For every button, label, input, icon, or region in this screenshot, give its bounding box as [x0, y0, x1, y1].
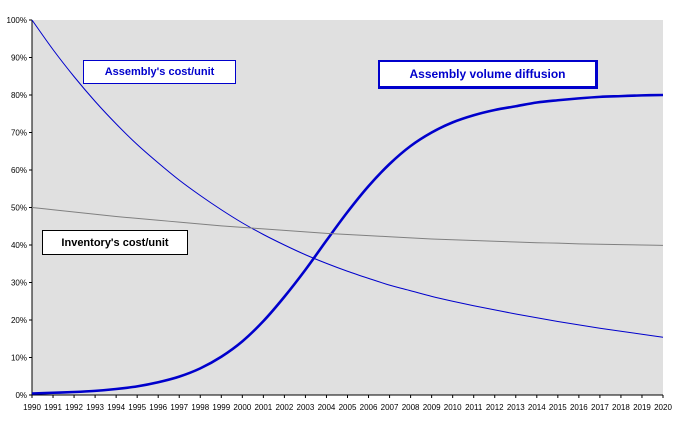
series-line-inventory-s-cost-unit — [31, 207, 664, 246]
x-tick-label: 2003 — [297, 403, 315, 412]
y-tick-label: 90% — [11, 54, 27, 63]
x-tick-label: 1999 — [212, 403, 230, 412]
x-tick-label: 1990 — [23, 403, 41, 412]
y-tick-label: 0% — [15, 391, 27, 400]
x-tick-label: 2009 — [423, 403, 441, 412]
x-tick-label: 2012 — [486, 403, 504, 412]
y-tick-label: 10% — [11, 354, 27, 363]
x-tick-label: 2016 — [570, 403, 588, 412]
series-line-assembly-volume-diffusion — [31, 93, 664, 395]
x-tick-label: 1991 — [44, 403, 62, 412]
x-tick-label: 1996 — [149, 403, 167, 412]
x-tick-label: 2006 — [360, 403, 378, 412]
x-tick-label: 1994 — [107, 403, 125, 412]
inventory-cost-label: Inventory's cost/unit — [42, 230, 188, 255]
x-tick-label: 2000 — [233, 403, 251, 412]
x-tick-label: 1995 — [128, 403, 146, 412]
y-tick-label: 30% — [11, 279, 27, 288]
x-tick-label: 2008 — [402, 403, 420, 412]
x-tick-label: 1998 — [191, 403, 209, 412]
x-tick-label: 2005 — [339, 403, 357, 412]
y-tick-label: 100% — [7, 16, 27, 25]
y-tick-label: 70% — [11, 129, 27, 138]
x-tick-label: 2002 — [276, 403, 294, 412]
x-tick-label: 2015 — [549, 403, 567, 412]
x-tick-label: 2020 — [654, 403, 672, 412]
y-tick-label: 20% — [11, 316, 27, 325]
y-tick-label: 50% — [11, 204, 27, 213]
assembly-cost-label: Assembly's cost/unit — [83, 60, 236, 84]
x-tick-label: 2019 — [633, 403, 651, 412]
x-tick-label: 2018 — [612, 403, 630, 412]
x-tick-label: 1997 — [170, 403, 188, 412]
x-tick-label: 2007 — [381, 403, 399, 412]
x-tick-label: 2011 — [465, 403, 483, 412]
diffusion-label: Assembly volume diffusion — [378, 60, 598, 89]
y-axis: 0% 10% 20% 30% 40% 50% 60% 70% 80% 90% 100% — [7, 16, 33, 400]
series-line-assembly-s-cost-unit — [31, 19, 664, 338]
series-layer — [31, 19, 664, 395]
x-tick-label: 1992 — [65, 403, 83, 412]
y-tick-label: 80% — [11, 91, 27, 100]
y-tick-label: 40% — [11, 241, 27, 250]
x-tick-label: 2017 — [591, 403, 609, 412]
x-tick-label: 2004 — [318, 403, 336, 412]
x-tick-label: 2014 — [528, 403, 546, 412]
x-tick-label: 2001 — [254, 403, 272, 412]
y-tick-label: 60% — [11, 166, 27, 175]
x-axis: 1990 1991 1992 1993 1994 1995 1996 1997 1998 1999… — [23, 394, 672, 412]
x-tick-label: 2010 — [444, 403, 462, 412]
x-tick-label: 2013 — [507, 403, 525, 412]
x-tick-label: 1993 — [86, 403, 104, 412]
